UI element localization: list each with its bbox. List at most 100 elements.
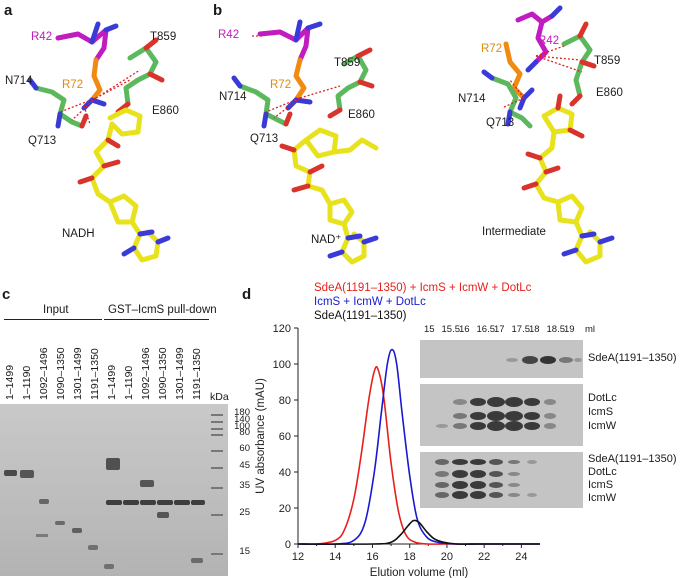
x-tick-label: 18 (404, 551, 416, 563)
a-label-r72: R72 (62, 79, 84, 91)
y-tick-label: 20 (279, 503, 291, 515)
d-legend-blue: IcmS + IcmW + DotLc (314, 296, 426, 308)
c-lane-label: 1092–1496 (140, 347, 152, 400)
x-tick-label: 22 (478, 551, 490, 563)
c-mw-marker-label: 35 (239, 480, 250, 491)
d-strip-mixture (420, 452, 583, 508)
d-strip2-bands (436, 397, 556, 431)
panel-a-structure (27, 21, 171, 263)
panel-d-letter: d (242, 286, 252, 303)
b-label-r42: R42 (218, 29, 240, 41)
b-label-q713: Q713 (250, 133, 279, 145)
x-tick-label: 16 (366, 551, 378, 563)
a-label-q713: Q713 (28, 135, 57, 147)
d-fraction-label: 18.5 (546, 324, 566, 335)
d-fraction-label: 16.5 (476, 324, 496, 335)
c-lane-label: 1090–1350 (55, 347, 67, 400)
y-tick-label: 80 (279, 395, 291, 407)
d-fraction-label: 16 (459, 324, 470, 335)
panel-b-intermediate-structure (481, 5, 615, 265)
b2-label-r42: R42 (538, 35, 560, 47)
y-tick-label: 40 (279, 467, 291, 479)
c-mw-marker-label: 60 (239, 443, 250, 454)
b-label-t859: T859 (334, 57, 361, 69)
y-tick-label: 100 (273, 359, 291, 371)
c-mw-marker-label: 15 (239, 546, 250, 557)
d-fraction-label: 15 (424, 324, 435, 335)
y-tick-label: 120 (273, 323, 291, 335)
series-line-0 (297, 365, 540, 546)
c-group-input: Input (43, 304, 69, 316)
c-lane-label: 1301–1499 (72, 347, 84, 400)
a-caption-nadh: NADH (62, 228, 95, 240)
a-label-r42: R42 (31, 31, 53, 43)
d-fraction-label: 17.5 (511, 324, 531, 335)
x-tick-label: 20 (441, 551, 453, 563)
d-legend-red: SdeA(1191–1350) + IcmS + IcmW + DotLc (314, 282, 532, 294)
b2-label-q713: Q713 (486, 117, 515, 129)
d-fraction-label: 15.5 (441, 324, 461, 335)
y-tick-label: 60 (279, 431, 291, 443)
d-strip-label: SdeA(1191–1350) (588, 453, 677, 465)
d-fraction-label: 17 (494, 324, 505, 335)
b2-label-r72: R72 (481, 43, 503, 55)
c-lane-label: 1092–1496 (38, 347, 50, 400)
c-lane-label: 1191–1350 (191, 348, 203, 400)
c-lane-label: 1090–1350 (157, 347, 169, 400)
b2-label-n714: N714 (458, 93, 486, 105)
d-strip-label: IcmS (588, 406, 614, 418)
d-chromatogram: 0 20 40 60 80 100 120 12 14 16 18 20 22 24 Elution vol… (255, 323, 540, 578)
panel-b-nad-structure (231, 19, 379, 265)
b-caption-nad: NAD⁺ (311, 234, 342, 246)
a-label-t859: T859 (150, 31, 177, 43)
b2-label-t859: T859 (594, 55, 621, 67)
d-strip-label: IcmS (588, 479, 614, 491)
y-tick-label: 0 (285, 539, 291, 551)
c-mw-marker-label: 140 (234, 414, 250, 425)
c-mw-marker-label: 80 (239, 427, 250, 438)
b-label-e860: E860 (348, 109, 375, 121)
d-strip-sdea-alone (420, 340, 583, 378)
d-strip1-bands (506, 356, 582, 364)
b-label-r72: R72 (270, 79, 292, 91)
d-strip-label: DotLc (588, 392, 617, 404)
c-lane-label: 1301–1499 (174, 347, 186, 400)
c-group-pulldown: GST–IcmS pull-down (108, 304, 217, 316)
c-pulldown-bracket (104, 319, 209, 320)
d-strip-label: DotLc (588, 466, 617, 478)
c-mw-marker-label: 180 (234, 407, 250, 418)
a-label-n714: N714 (5, 75, 33, 87)
x-axis-label: Elution volume (ml) (370, 567, 469, 578)
panel-c-letter: c (2, 286, 11, 303)
x-tick-label: 14 (329, 551, 341, 563)
c-input-bracket (4, 319, 102, 320)
c-mw-marker-label: 25 (239, 507, 250, 518)
c-lane-label: 1–1499 (106, 364, 118, 400)
b-label-n714: N714 (219, 91, 247, 103)
c-gel-bands (0, 404, 228, 576)
d-strip-complex (420, 384, 583, 446)
d-strip3-bands (435, 459, 537, 499)
c-kda-label: kDa (210, 391, 229, 403)
d-strip-label: IcmW (588, 492, 617, 504)
d-legend-black: SdeA(1191–1350) (314, 310, 407, 322)
d-fraction-label: 18 (529, 324, 540, 335)
d-strip-label: SdeA(1191–1350) (588, 352, 677, 364)
c-mw-marker-label: 45 (239, 460, 250, 471)
y-axis-label: UV absorbance (mAU) (255, 378, 267, 494)
d-strip-label: IcmW (588, 420, 617, 432)
b2-label-e860: E860 (596, 87, 623, 99)
panel-a-letter: a (4, 2, 13, 19)
c-lane-label: 1–1499 (4, 364, 16, 400)
d-fraction-unit: ml (585, 324, 596, 335)
c-mw-marker-label: 100 (234, 421, 250, 432)
c-lane-label: 1191–1350 (89, 348, 101, 400)
x-tick-label: 24 (515, 551, 527, 563)
series-line-1 (297, 348, 540, 546)
panel-b-letter: b (213, 2, 223, 19)
series-line-2 (297, 519, 540, 545)
x-tick-label: 12 (292, 551, 304, 563)
b2-caption-intermediate: Intermediate (482, 226, 546, 238)
d-fraction-label: 19 (564, 324, 575, 335)
c-gel-image (0, 404, 228, 576)
